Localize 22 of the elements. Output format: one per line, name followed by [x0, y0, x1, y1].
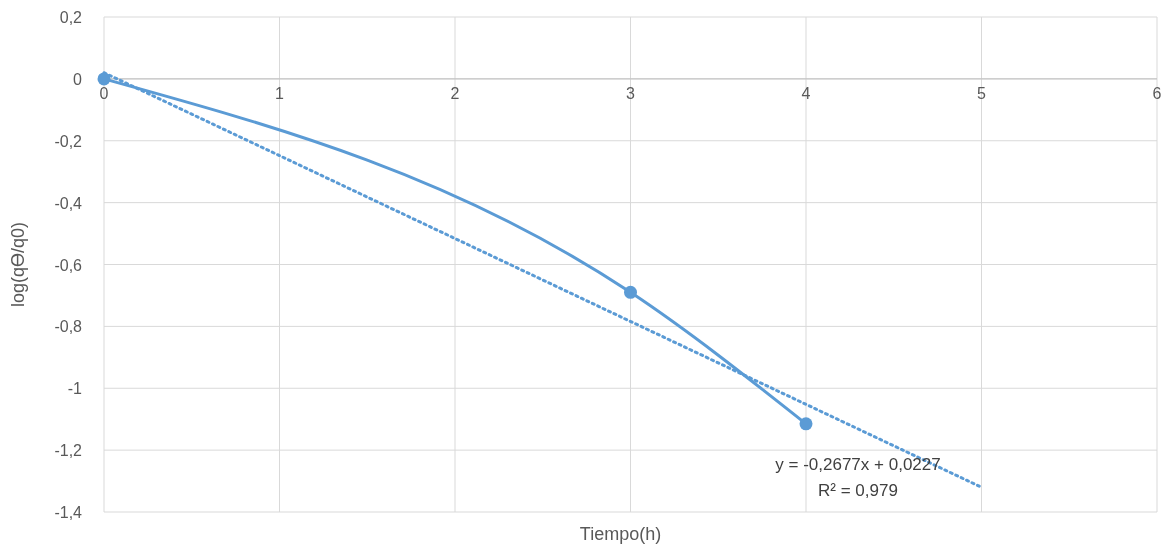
y-axis-title: log(qϴ/q0) [8, 221, 28, 308]
x-tick-label: 2 [450, 84, 460, 102]
x-tick-label: 6 [1152, 84, 1162, 102]
x-tick-label: 5 [977, 84, 987, 102]
x-tick-label: 3 [626, 84, 636, 102]
y-tick-label: 0 [73, 70, 83, 88]
point [799, 417, 813, 431]
point [624, 285, 637, 299]
y-tick-label: -0,4 [54, 194, 83, 212]
x-tick-label: 1 [275, 84, 285, 102]
y-tick-label: -0,8 [54, 318, 83, 336]
x-tick-label: 4 [801, 84, 811, 102]
y-tick-label: -1 [67, 380, 83, 398]
annotation: R² = 0,979 [818, 481, 898, 500]
y-tick-label: -0,6 [54, 256, 83, 274]
y-tick-label: -1,4 [54, 504, 83, 521]
y-tick-label: 0,2 [59, 9, 83, 26]
x-tick-label: 0 [99, 84, 109, 102]
y-tick-label: -0,2 [54, 132, 83, 150]
x-axis-title: Tiempo(h) [579, 524, 662, 544]
y-tick-label: -1,2 [54, 442, 83, 460]
annotation: y = -0,2677x + 0,0227 [775, 455, 941, 474]
